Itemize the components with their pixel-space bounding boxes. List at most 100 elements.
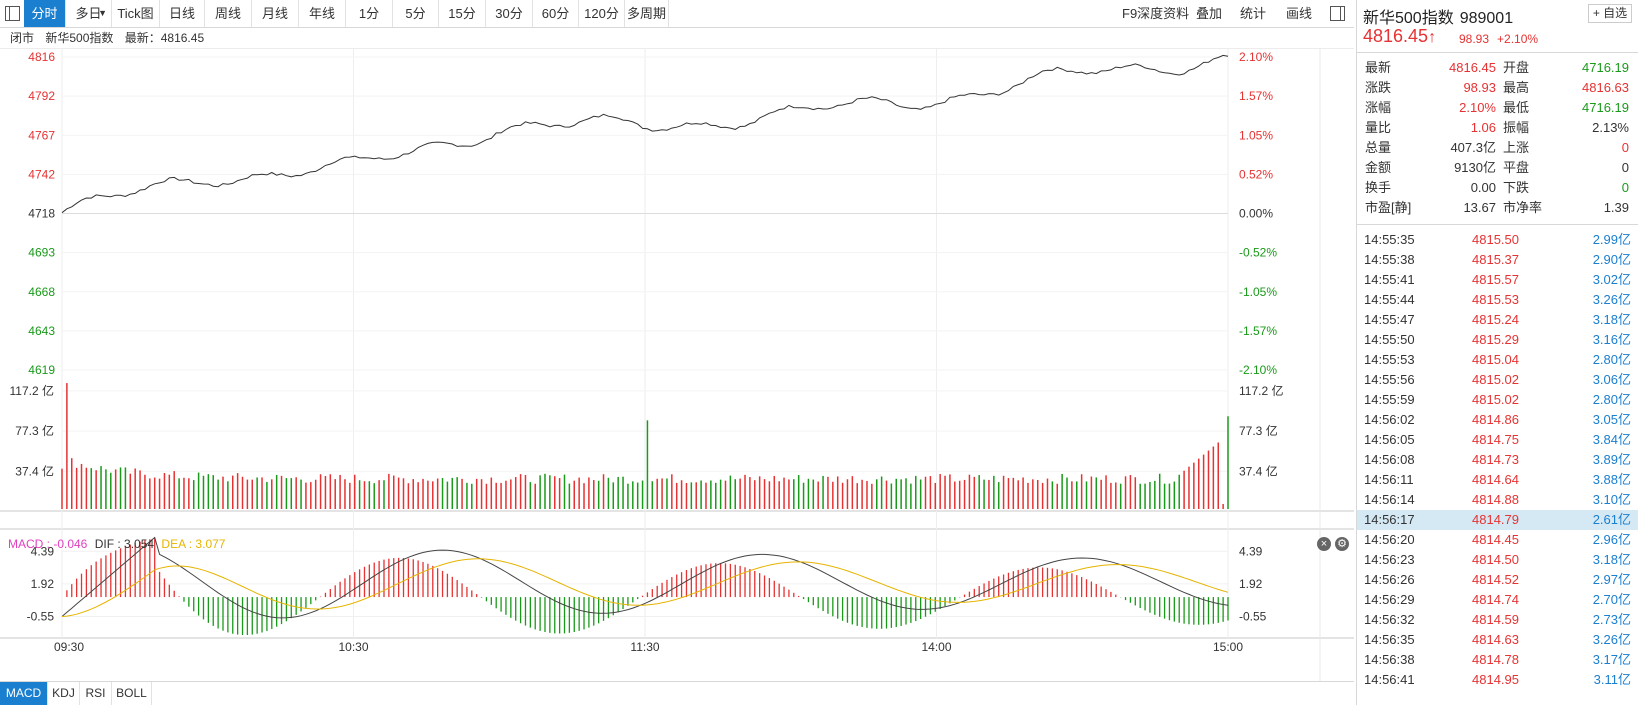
tick-row[interactable]: 14:56:38 4814.78 3.17亿 (1357, 650, 1638, 670)
layout-toggle-icon[interactable] (5, 6, 20, 21)
tick-row[interactable]: 14:55:41 4815.57 3.02亿 (1357, 270, 1638, 290)
tick-volume: 2.90亿 (1592, 252, 1631, 267)
stat-label: 涨幅 (1365, 100, 1392, 115)
tick-row[interactable]: 14:55:50 4815.29 3.16亿 (1357, 330, 1638, 350)
tick-row[interactable]: 14:55:47 4815.24 3.18亿 (1357, 310, 1638, 330)
chart-area: 分时 多日 ▼ Tick图 日线 周线 月线 年线 1分 5分 15分 30分 60分 120分 多周期 F… (0, 0, 1354, 705)
stat-row: 量比 1.06 振幅 2.13% (1357, 118, 1638, 138)
statistics-button[interactable]: 统计 (1240, 6, 1267, 21)
macd-axis-label: 4.39 (1239, 544, 1263, 558)
tick-volume: 3.18亿 (1592, 312, 1631, 327)
add-watchlist-button[interactable]: + 自选 (1588, 4, 1632, 23)
overlay-button[interactable]: 叠加 (1196, 6, 1223, 21)
quote-change: 98.93 +2.10% (1459, 32, 1546, 46)
f9-profile-button[interactable]: F9深度资料 (1122, 6, 1190, 21)
dea-value: DEA : 3.077 (161, 537, 226, 551)
tick-row[interactable]: 14:56:08 4814.73 3.89亿 (1357, 450, 1638, 470)
period-toolbar: 分时 多日 ▼ Tick图 日线 周线 月线 年线 1分 5分 15分 30分 60分 120分 多周期 F… (0, 0, 1354, 28)
indicator-tab-kdj[interactable]: KDJ (48, 682, 80, 705)
tick-row[interactable]: 14:56:29 4814.74 2.70亿 (1357, 590, 1638, 610)
tab-yearly[interactable]: 年线 (299, 0, 346, 27)
quote-price: 4816.45↑ (1363, 26, 1436, 47)
tick-volume: 3.88亿 (1592, 472, 1631, 487)
tick-volume: 3.89亿 (1592, 452, 1631, 467)
latest-value: 最新：4816.45 (124, 31, 205, 45)
tab-multi-day[interactable]: 多日 ▼ (66, 0, 112, 27)
tick-time: 14:56:17 (1364, 512, 1415, 527)
stat-value: 4716.19 (1582, 100, 1629, 115)
tick-time: 14:55:56 (1364, 372, 1415, 387)
volume-axis-label: 117.2 亿 (1239, 383, 1283, 398)
tick-price: 4814.75 (1472, 432, 1519, 447)
indicator-tab-boll[interactable]: BOLL (112, 682, 152, 705)
tick-row[interactable]: 14:56:05 4814.75 3.84亿 (1357, 430, 1638, 450)
tick-volume: 3.26亿 (1592, 632, 1631, 647)
tick-price: 4814.78 (1472, 652, 1519, 667)
tick-time: 14:56:26 (1364, 572, 1415, 587)
tick-price: 4815.02 (1472, 392, 1519, 407)
tick-row[interactable]: 14:56:32 4814.59 2.73亿 (1357, 610, 1638, 630)
time-axis-label: 14:00 (921, 640, 951, 654)
tab-weekly[interactable]: 周线 (205, 0, 252, 27)
tab-multi-period[interactable]: 多周期 (625, 0, 669, 27)
price-axis-label: 4742 (28, 167, 55, 181)
intraday-chart[interactable]: 4816 2.10% 4792 1.57% 4767 1.05% 4742 0.52% 4718… (0, 48, 1354, 681)
tick-row[interactable]: 14:56:23 4814.50 3.18亿 (1357, 550, 1638, 570)
tick-row[interactable]: 14:56:41 4814.95 3.11亿 (1357, 670, 1638, 690)
panel-toggle-icon[interactable] (1330, 6, 1345, 21)
time-axis-label: 10:30 (338, 640, 368, 654)
tab-120min[interactable]: 120分 (579, 0, 625, 27)
time-axis-label: 15:00 (1213, 640, 1243, 654)
indicator-tab-rsi[interactable]: RSI (80, 682, 112, 705)
tick-row[interactable]: 14:56:17 4814.79 2.61亿 (1357, 510, 1638, 530)
tick-row[interactable]: 14:55:59 4815.02 2.80亿 (1357, 390, 1638, 410)
stat-label: 开盘 (1503, 60, 1530, 75)
stat-value: 2.10% (1459, 100, 1496, 115)
drawing-button[interactable]: 画线 (1286, 6, 1313, 21)
tick-volume: 3.16亿 (1592, 332, 1631, 347)
pct-axis-label: -1.05% (1239, 285, 1277, 299)
tick-row[interactable]: 14:56:20 4814.45 2.96亿 (1357, 530, 1638, 550)
stat-value: 407.3亿 (1450, 140, 1496, 155)
volume-axis-label: 77.3 亿 (15, 423, 54, 438)
tick-row[interactable]: 14:55:56 4815.02 3.06亿 (1357, 370, 1638, 390)
stat-row: 换手 0.00 下跌 0 (1357, 178, 1638, 198)
tick-row[interactable]: 14:55:53 4815.04 2.80亿 (1357, 350, 1638, 370)
stat-label: 上涨 (1503, 140, 1530, 155)
tick-time: 14:56:35 (1364, 632, 1415, 647)
indicator-tab-macd[interactable]: MACD (0, 682, 48, 705)
tick-price: 4815.04 (1472, 352, 1519, 367)
tick-time: 14:55:47 (1364, 312, 1415, 327)
tab-monthly[interactable]: 月线 (252, 0, 299, 27)
tick-row[interactable]: 14:56:14 4814.88 3.10亿 (1357, 490, 1638, 510)
tick-row[interactable]: 14:56:11 4814.64 3.88亿 (1357, 470, 1638, 490)
time-axis-label: 11:30 (630, 640, 659, 654)
tab-60min[interactable]: 60分 (533, 0, 579, 27)
tab-15min[interactable]: 15分 (439, 0, 486, 27)
time-axis-label: 09:30 (54, 640, 84, 654)
tab-30min[interactable]: 30分 (486, 0, 533, 27)
tick-row[interactable]: 14:55:44 4815.53 3.26亿 (1357, 290, 1638, 310)
tick-time: 14:55:44 (1364, 292, 1415, 307)
index-name: 新华500指数 (45, 31, 114, 45)
gear-icon[interactable]: ⚙ (1335, 537, 1349, 551)
tick-price: 4815.24 (1472, 312, 1519, 327)
stat-value: 0.00 (1470, 180, 1496, 195)
tab-daily[interactable]: 日线 (160, 0, 205, 27)
tab-intraday[interactable]: 分时 (24, 0, 66, 27)
tab-tick[interactable]: Tick图 (112, 0, 160, 27)
tab-5min[interactable]: 5分 (393, 0, 439, 27)
tick-row[interactable]: 14:56:35 4814.63 3.26亿 (1357, 630, 1638, 650)
tick-row[interactable]: 14:56:26 4814.52 2.97亿 (1357, 570, 1638, 590)
tick-list[interactable]: 14:55:35 4815.50 2.99亿 14:55:38 4815.37 2.90亿… (1357, 230, 1638, 690)
tab-1min[interactable]: 1分 (346, 0, 393, 27)
stat-row: 涨跌 98.93 最高 4816.63 (1357, 78, 1638, 98)
tick-row[interactable]: 14:55:38 4815.37 2.90亿 (1357, 250, 1638, 270)
chart-status-bar: 闭市 新华500指数 最新：4816.45 (0, 28, 1354, 48)
quote-title: 新华500指数 989001 (1363, 4, 1513, 28)
tick-price: 4814.45 (1472, 532, 1519, 547)
tick-row[interactable]: 14:55:35 4815.50 2.99亿 (1357, 230, 1638, 250)
close-icon[interactable]: × (1317, 537, 1331, 551)
price-axis-label: 4718 (28, 207, 55, 221)
tick-row[interactable]: 14:56:02 4814.86 3.05亿 (1357, 410, 1638, 430)
